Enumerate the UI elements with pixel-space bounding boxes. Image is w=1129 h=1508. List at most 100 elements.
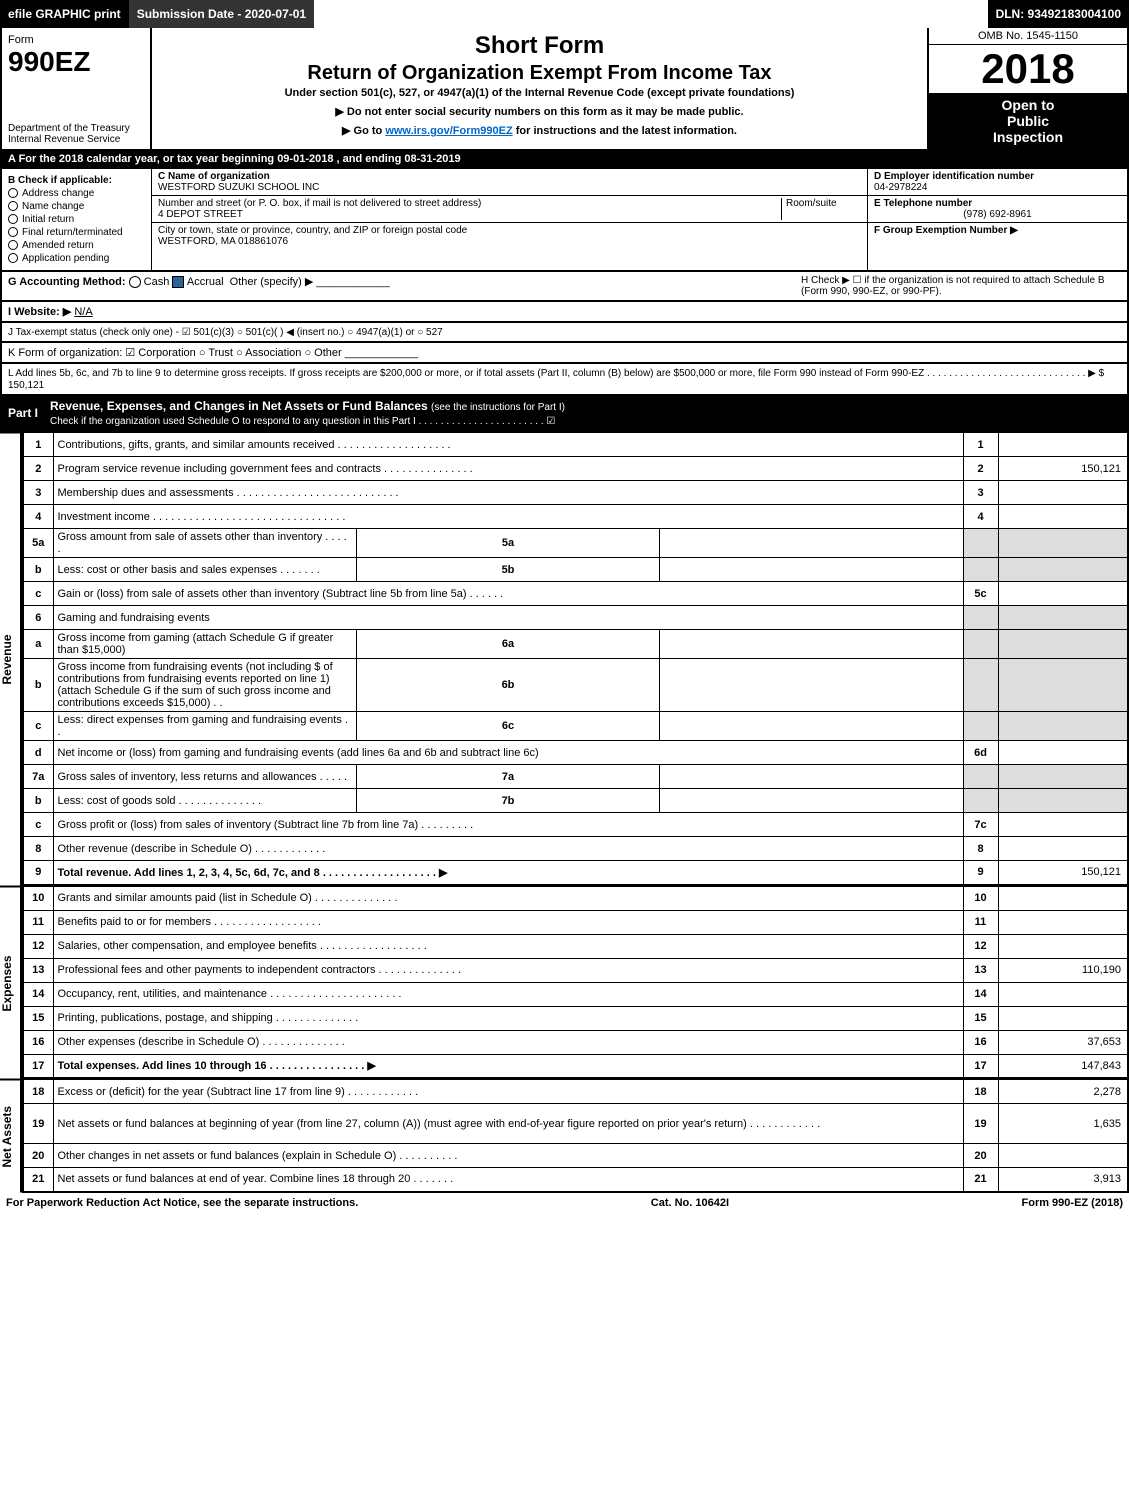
l7c-num: c	[23, 813, 53, 837]
l6-desc: Gaming and fundraising events	[53, 606, 963, 630]
l5c-num: c	[23, 582, 53, 606]
e-label: E Telephone number	[874, 198, 972, 209]
label-final-return: Final return/terminated	[22, 227, 123, 238]
l15-col: 15	[963, 1006, 998, 1030]
c-addr-label: Number and street (or P. O. box, if mail…	[158, 198, 481, 209]
netassets-section: Net Assets 18Excess or (deficit) for the…	[0, 1079, 1129, 1193]
form-header: Form 990EZ Department of the Treasury In…	[0, 28, 1129, 151]
l4-val	[998, 505, 1128, 529]
l1-desc: Contributions, gifts, grants, and simila…	[53, 433, 963, 457]
tax-period-row: A For the 2018 calendar year, or tax yea…	[0, 151, 1129, 169]
l8-desc: Other revenue (describe in Schedule O) .…	[53, 837, 963, 861]
l9-desc: Total revenue. Add lines 1, 2, 3, 4, 5c,…	[53, 861, 963, 885]
l6c-sub: 6c	[356, 712, 659, 741]
checkbox-amended[interactable]	[8, 240, 18, 250]
label-pending: Application pending	[22, 253, 109, 264]
l3-col: 3	[963, 481, 998, 505]
radio-accrual[interactable]	[172, 276, 184, 288]
expenses-side-label: Expenses	[0, 886, 22, 1080]
expenses-section: Expenses 10Grants and similar amounts pa…	[0, 886, 1129, 1080]
page-footer: For Paperwork Reduction Act Notice, see …	[0, 1193, 1129, 1213]
l3-val	[998, 481, 1128, 505]
l4-desc: Investment income . . . . . . . . . . . …	[53, 505, 963, 529]
shade-cell	[998, 529, 1128, 558]
l6a-num: a	[23, 630, 53, 659]
row-i: I Website: ▶ N/A	[0, 302, 1129, 323]
l16-val: 37,653	[998, 1030, 1128, 1054]
l7a-sub: 7a	[356, 765, 659, 789]
shade-cell	[963, 789, 998, 813]
l1-col: 1	[963, 433, 998, 457]
box-c: C Name of organization WESTFORD SUZUKI S…	[152, 169, 867, 270]
l5b-num: b	[23, 558, 53, 582]
l15-desc: Printing, publications, postage, and shi…	[53, 1006, 963, 1030]
l11-desc: Benefits paid to or for members . . . . …	[53, 910, 963, 934]
org-city: WESTFORD, MA 018861076	[158, 236, 288, 247]
l16-num: 16	[23, 1030, 53, 1054]
l7b-num: b	[23, 789, 53, 813]
l17-col: 17	[963, 1054, 998, 1078]
l14-val	[998, 982, 1128, 1006]
l2-col: 2	[963, 457, 998, 481]
l18-col: 18	[963, 1080, 998, 1104]
room-suite-label: Room/suite	[781, 198, 861, 220]
l2-val: 150,121	[998, 457, 1128, 481]
period-end: , and ending 08-31-2019	[337, 153, 461, 165]
l6d-val	[998, 741, 1128, 765]
l10-num: 10	[23, 886, 53, 910]
l6c-desc: Less: direct expenses from gaming and fu…	[53, 712, 356, 741]
l12-val	[998, 934, 1128, 958]
ssn-warning: ▶ Do not enter social security numbers o…	[160, 105, 919, 118]
l2-num: 2	[23, 457, 53, 481]
l3-num: 3	[23, 481, 53, 505]
l12-num: 12	[23, 934, 53, 958]
shade-cell	[998, 712, 1128, 741]
checkbox-name-change[interactable]	[8, 201, 18, 211]
checkbox-initial-return[interactable]	[8, 214, 18, 224]
label-accrual: Accrual	[187, 276, 224, 288]
l7a-num: 7a	[23, 765, 53, 789]
l7a-subval	[660, 765, 963, 789]
form-word: Form	[8, 34, 34, 46]
l20-desc: Other changes in net assets or fund bala…	[53, 1144, 963, 1168]
l12-desc: Salaries, other compensation, and employ…	[53, 934, 963, 958]
form-number: 990EZ	[8, 46, 144, 78]
part1-header: Part I Revenue, Expenses, and Changes in…	[0, 396, 1129, 432]
checkbox-pending[interactable]	[8, 253, 18, 263]
phone-value: (978) 692-8961	[874, 209, 1121, 220]
l9-val: 150,121	[998, 861, 1128, 885]
l10-val	[998, 886, 1128, 910]
g-label: G Accounting Method:	[8, 276, 126, 288]
j-text: J Tax-exempt status (check only one) - ☑…	[8, 327, 443, 338]
l21-col: 21	[963, 1168, 998, 1192]
c-city-label: City or town, state or province, country…	[158, 225, 467, 236]
radio-cash[interactable]	[129, 276, 141, 288]
l17-num: 17	[23, 1054, 53, 1078]
l19-desc: Net assets or fund balances at beginning…	[53, 1104, 963, 1144]
l6c-subval	[660, 712, 963, 741]
dept-irs: Internal Revenue Service	[8, 134, 144, 145]
l6b-desc: Gross income from fundraising events (no…	[53, 659, 356, 712]
l8-num: 8	[23, 837, 53, 861]
checkbox-final-return[interactable]	[8, 227, 18, 237]
checkbox-address-change[interactable]	[8, 188, 18, 198]
submission-date: Submission Date - 2020-07-01	[129, 0, 314, 28]
c-name-label: C Name of organization	[158, 171, 270, 182]
org-street: 4 DEPOT STREET	[158, 209, 243, 220]
l5b-desc: Less: cost or other basis and sales expe…	[53, 558, 356, 582]
label-initial-return: Initial return	[22, 214, 74, 225]
l13-val: 110,190	[998, 958, 1128, 982]
l11-val	[998, 910, 1128, 934]
tax-year: 2018	[929, 45, 1127, 93]
l15-num: 15	[23, 1006, 53, 1030]
l7b-desc: Less: cost of goods sold . . . . . . . .…	[53, 789, 356, 813]
info-grid: B Check if applicable: Address change Na…	[0, 169, 1129, 272]
part1-title: Revenue, Expenses, and Changes in Net As…	[50, 399, 428, 413]
inspect-line1: Open to	[933, 97, 1123, 113]
l18-desc: Excess or (deficit) for the year (Subtra…	[53, 1080, 963, 1104]
shade-cell	[998, 630, 1128, 659]
l20-num: 20	[23, 1144, 53, 1168]
l11-num: 11	[23, 910, 53, 934]
l5b-subval	[660, 558, 963, 582]
irs-link[interactable]: www.irs.gov/Form990EZ	[385, 125, 512, 137]
